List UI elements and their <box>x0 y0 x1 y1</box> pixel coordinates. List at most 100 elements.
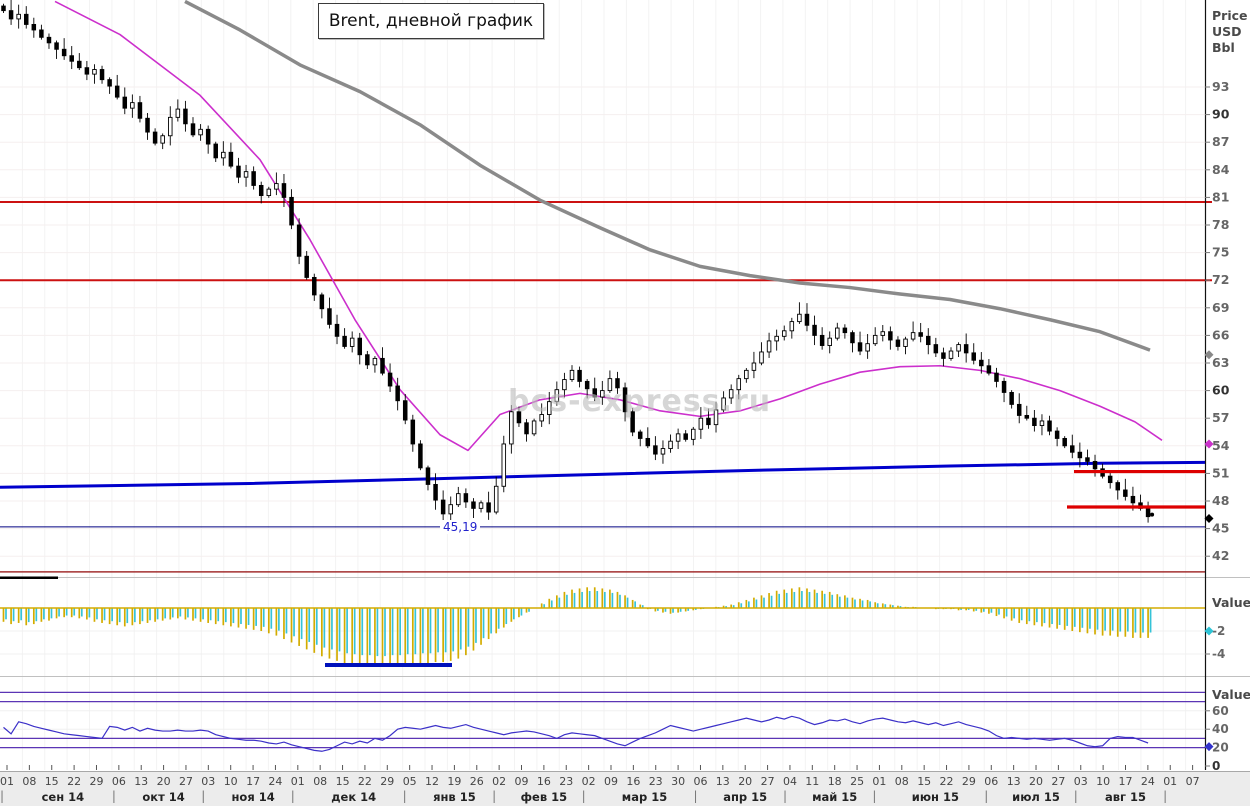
date-tick-label: 07 <box>1185 775 1200 788</box>
date-tick-label: 12 <box>425 775 439 788</box>
candle <box>1039 420 1045 427</box>
candle <box>622 387 628 413</box>
main-chart-plot[interactable] <box>0 0 1205 577</box>
date-tick-label: 30 <box>671 775 686 788</box>
price-tick-label: 42 <box>1212 548 1229 563</box>
candle <box>857 342 863 352</box>
price-tick-label: 75 <box>1212 245 1229 260</box>
candle <box>1016 403 1022 416</box>
watermark: bcs-express.ru <box>508 384 772 419</box>
candle <box>205 128 211 145</box>
candle <box>228 151 234 167</box>
candle <box>1047 420 1052 432</box>
candle <box>145 117 150 133</box>
candle <box>1070 445 1075 453</box>
candle <box>933 344 939 354</box>
candle <box>433 483 438 501</box>
date-tick-label: 18 <box>827 775 842 788</box>
candle <box>501 443 507 487</box>
candle <box>903 338 908 347</box>
date-tick-label: 06 <box>111 775 126 788</box>
month-separator: | <box>581 789 586 803</box>
price-axis-title-line1: Price <box>1212 8 1248 23</box>
date-tick-label: 19 <box>447 775 462 788</box>
candle <box>289 196 294 226</box>
chart-title: Brent, дневной график <box>328 11 534 31</box>
candle <box>304 255 309 278</box>
candle <box>312 276 317 296</box>
candle <box>130 102 135 109</box>
candle <box>850 332 855 344</box>
month-label: фев 15 <box>520 790 568 804</box>
ma-200-blue-line <box>0 460 1206 489</box>
date-tick-label: 03 <box>201 775 216 788</box>
month-label: апр 15 <box>723 790 768 804</box>
candle <box>478 502 484 509</box>
date-tick-label: 06 <box>693 775 708 788</box>
date-tick-label: 20 <box>738 775 753 788</box>
candle <box>789 321 795 332</box>
candle <box>979 359 984 367</box>
candle <box>774 335 779 342</box>
date-tick-label: 20 <box>1029 775 1043 788</box>
candle <box>728 389 734 399</box>
candle <box>357 337 363 356</box>
date-tick-label: 03 <box>1073 775 1088 788</box>
candle <box>766 340 772 353</box>
candle <box>880 331 886 336</box>
candle <box>888 331 893 341</box>
candle <box>39 29 44 38</box>
candle <box>698 417 704 430</box>
candle <box>1115 482 1121 491</box>
candle <box>168 116 173 137</box>
candle <box>683 433 688 440</box>
candle <box>675 433 681 442</box>
candle <box>926 335 931 346</box>
candle <box>213 143 218 159</box>
candle <box>804 313 810 326</box>
date-tick-label: 02 <box>581 775 596 788</box>
candle <box>251 171 256 186</box>
rsi-tick-label: 40 <box>1212 722 1229 736</box>
date-tick-label: 29 <box>961 775 976 788</box>
macd-value-marker <box>1204 626 1214 636</box>
candle <box>137 102 143 119</box>
candle <box>258 184 264 197</box>
date-tick-label: 17 <box>246 775 261 788</box>
candle <box>653 445 658 455</box>
date-tick-label: 17 <box>1118 775 1133 788</box>
date-tick-label: 22 <box>67 775 82 788</box>
macd-tick-label: -2 <box>1212 624 1225 638</box>
price-tick-label: 60 <box>1212 383 1230 398</box>
candle <box>615 378 620 389</box>
rsi-value-marker <box>1204 742 1214 752</box>
month-separator: | <box>984 789 989 803</box>
month-separator: | <box>1163 789 1168 803</box>
month-separator: | <box>782 789 788 803</box>
candle <box>236 165 241 178</box>
rsi-panel-plot[interactable] <box>0 677 1205 770</box>
candle <box>1107 475 1113 484</box>
month-label: мар 15 <box>621 790 668 804</box>
candle <box>160 135 165 144</box>
rsi-tick-label: 60 <box>1212 704 1229 718</box>
price-tick-label: 63 <box>1212 355 1229 370</box>
candle <box>380 357 385 374</box>
date-tick-label: 08 <box>894 775 909 788</box>
last-price-marker <box>1204 513 1214 523</box>
price-tick-label: 54 <box>1212 438 1230 453</box>
price-tick-label: 78 <box>1212 217 1229 232</box>
candle <box>668 440 673 450</box>
candle <box>872 334 878 345</box>
candle <box>835 327 840 339</box>
candle <box>31 23 37 31</box>
candle <box>562 379 567 391</box>
candle <box>281 183 287 198</box>
month-separator: | <box>872 789 877 803</box>
candle <box>61 48 67 57</box>
candle <box>54 42 59 50</box>
candle <box>607 378 613 392</box>
date-tick-label: 13 <box>715 775 730 788</box>
date-tick-label: 22 <box>939 775 954 788</box>
